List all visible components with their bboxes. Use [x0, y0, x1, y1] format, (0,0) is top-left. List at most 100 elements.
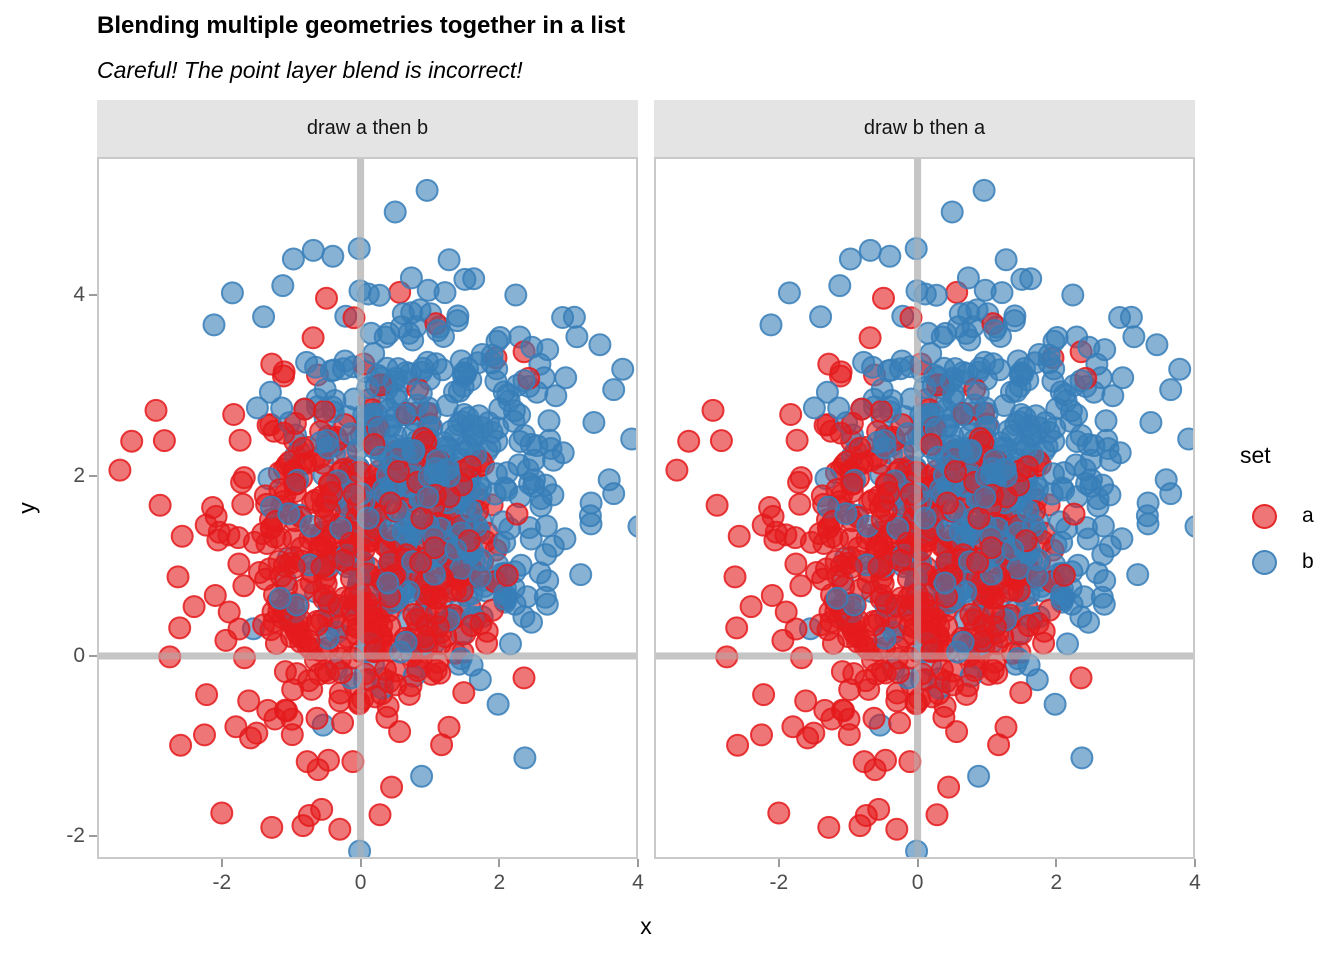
data-point	[872, 429, 896, 453]
data-point	[554, 366, 578, 390]
legend-key-point-a	[1252, 503, 1277, 529]
data-point	[394, 630, 418, 654]
data-point	[283, 472, 307, 496]
data-point	[1094, 409, 1118, 433]
data-point	[273, 660, 297, 684]
data-point	[1010, 267, 1034, 291]
data-point	[399, 266, 423, 290]
data-point	[602, 482, 626, 506]
data-point	[260, 352, 284, 376]
x-tick-mark	[359, 859, 362, 867]
y-tick-label: 2	[73, 463, 85, 487]
vline-x0-overlay	[357, 157, 365, 859]
data-point	[611, 357, 635, 381]
data-point	[1064, 453, 1088, 477]
data-point	[789, 574, 813, 598]
data-point	[360, 598, 384, 622]
data-point	[940, 200, 964, 224]
data-point	[971, 629, 995, 653]
data-point	[830, 660, 854, 684]
data-point	[1069, 369, 1093, 393]
data-point	[620, 427, 638, 451]
data-point	[966, 551, 990, 574]
data-point	[418, 402, 442, 425]
data-point	[401, 328, 425, 352]
data-point	[453, 267, 477, 291]
data-point	[169, 733, 193, 757]
data-point	[520, 335, 544, 359]
data-point	[280, 625, 303, 649]
data-point	[120, 429, 144, 453]
data-point	[858, 238, 882, 262]
data-point	[380, 775, 404, 799]
data-point	[947, 437, 971, 461]
data-point	[785, 428, 809, 452]
data-point	[414, 629, 438, 653]
data-point	[1050, 530, 1074, 554]
data-point	[410, 506, 434, 530]
data-point	[214, 628, 238, 652]
data-point	[425, 601, 449, 625]
data-point	[817, 352, 841, 376]
data-point	[1096, 437, 1120, 460]
data-point	[444, 538, 468, 562]
data-point	[874, 590, 898, 614]
data-point	[271, 274, 295, 298]
data-point	[750, 723, 773, 747]
data-point	[1050, 587, 1074, 611]
data-point	[437, 715, 461, 739]
data-point	[982, 601, 1006, 625]
x-tick-label: 2	[1050, 871, 1063, 894]
data-point	[848, 436, 872, 460]
data-point	[827, 396, 851, 420]
facet-strip-draw-b-then-a: draw b then a	[654, 100, 1195, 157]
data-point	[861, 355, 885, 379]
data-point	[934, 321, 958, 345]
data-point	[291, 814, 315, 838]
data-point	[291, 436, 315, 460]
data-point	[282, 556, 306, 580]
data-point	[227, 552, 251, 576]
data-point	[1009, 681, 1033, 705]
data-point	[848, 814, 872, 838]
data-point	[495, 563, 519, 587]
data-point	[312, 399, 336, 423]
legend-label: b	[1302, 550, 1314, 573]
data-point	[206, 528, 230, 552]
data-point	[437, 248, 461, 272]
data-point	[239, 726, 263, 750]
data-point	[1052, 478, 1076, 502]
data-point	[1015, 455, 1039, 479]
data-point	[602, 378, 626, 402]
legend: set a b	[1240, 442, 1314, 585]
y-tick-mark	[89, 474, 97, 477]
data-point	[480, 343, 504, 367]
data-point	[932, 705, 956, 729]
data-point	[449, 349, 473, 373]
data-point	[562, 305, 586, 329]
data-point	[870, 659, 894, 683]
data-point	[763, 528, 787, 552]
data-point	[1177, 427, 1195, 451]
data-point	[1077, 335, 1101, 359]
data-point	[368, 803, 392, 827]
data-point	[513, 746, 537, 770]
data-point	[468, 565, 492, 589]
data-point	[390, 437, 414, 461]
x-tick-mark	[1194, 859, 1196, 867]
data-point	[108, 458, 132, 482]
data-point	[254, 567, 278, 591]
data-point	[460, 614, 484, 638]
scatter-panel-draw-b-then-a	[654, 157, 1195, 859]
data-point	[1145, 333, 1169, 357]
data-point	[222, 403, 246, 426]
data-point	[305, 706, 329, 730]
data-point	[273, 698, 297, 722]
x-tick-mark	[916, 859, 919, 867]
data-point	[771, 628, 795, 652]
data-point	[726, 733, 750, 757]
x-tick-mark	[777, 859, 780, 867]
data-point	[433, 281, 457, 305]
data-point	[783, 526, 807, 550]
